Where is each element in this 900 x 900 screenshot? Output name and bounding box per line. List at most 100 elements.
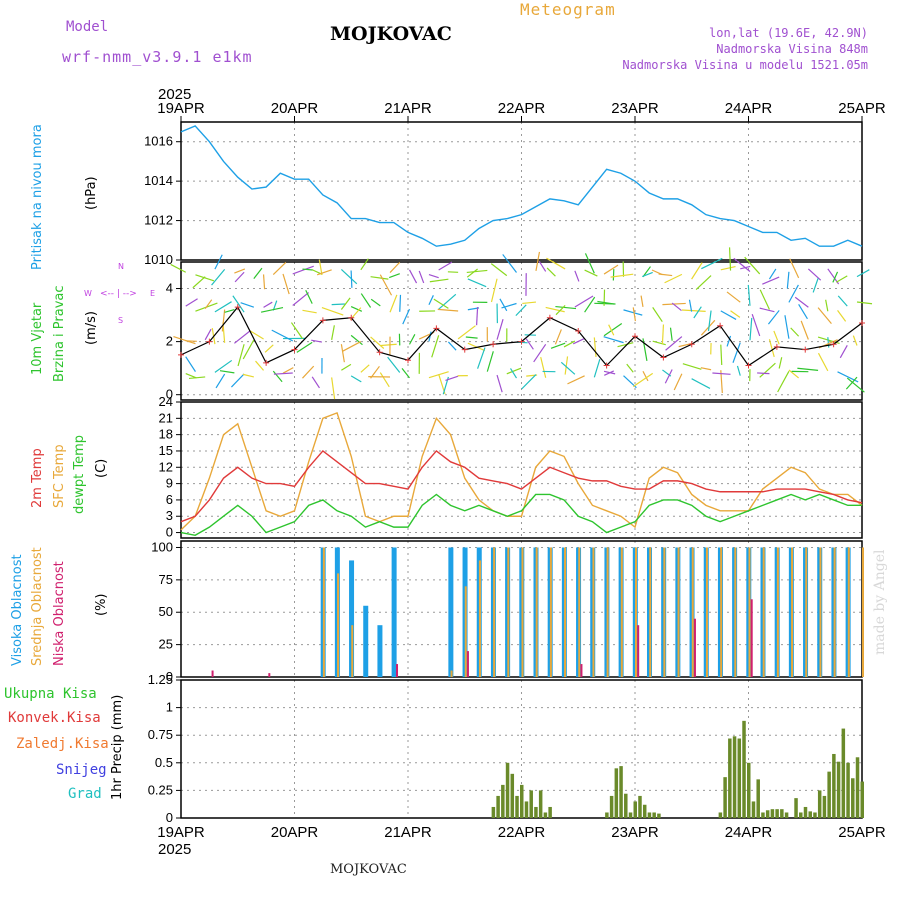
wind-gust-marker: [632, 333, 638, 340]
wind-arrow: [574, 270, 580, 282]
lonlat-label: lon,lat (19.6E, 42.9N): [709, 26, 868, 40]
compass-cross-icon: <-- | -->: [100, 289, 137, 299]
bottom-day-label: 19APR: [157, 824, 205, 841]
total-rain-bar: [538, 790, 543, 818]
wind-arrow: [264, 344, 274, 353]
wind-arrow: [185, 298, 198, 307]
compass-north: N: [118, 262, 124, 271]
wind-arrow: [555, 305, 577, 310]
top-day-label: 19APR: [157, 100, 205, 117]
mid-cloud-bar: [464, 586, 467, 677]
mid-cloud-bar: [549, 547, 552, 677]
wind-arrow: [797, 367, 819, 371]
wind-arrow: [234, 271, 245, 283]
wind-arrow: [555, 305, 566, 316]
wind-arrow: [240, 302, 255, 308]
total-rain-bar: [520, 784, 524, 818]
wind-arrow: [219, 370, 235, 374]
wind-arrow: [185, 373, 197, 379]
wind-arrow: [231, 373, 245, 388]
wind-gust-marker: [263, 359, 270, 366]
wind-arrow: [370, 276, 389, 280]
wind-arrow: [767, 310, 780, 325]
wind-arrow: [759, 362, 776, 378]
panel-frame-wind: [180, 261, 863, 401]
total-rain-bar: [756, 779, 760, 818]
wind-gust-marker: [859, 320, 865, 327]
wind-arrow: [457, 325, 476, 340]
wind-arrow: [632, 372, 654, 388]
wind-gust-marker: [717, 322, 724, 329]
total-rain-bar: [515, 795, 519, 818]
total-rain-bar: [529, 790, 533, 818]
mid-cloud-bar: [493, 547, 496, 677]
total-rain-bar: [761, 812, 765, 818]
wind-arrow: [437, 308, 459, 312]
y-tick-label: 0: [166, 810, 173, 825]
wind-arrow: [214, 254, 223, 270]
wind-arrow: [701, 257, 723, 270]
wind-arrow: [486, 351, 494, 372]
bottom-day-label: 25APR: [838, 824, 886, 841]
mid-cloud-bar: [507, 547, 510, 677]
wind-arrow: [726, 291, 741, 303]
high-cloud-bar: [377, 625, 383, 677]
wind-arrow: [726, 335, 732, 347]
total-rain-bar: [737, 738, 742, 818]
mid-cloud-bar: [677, 547, 680, 677]
y-tick-label: 24: [159, 394, 173, 409]
wind-arrow: [273, 372, 293, 375]
total-rain-bar: [510, 773, 515, 818]
wind-arrow: [832, 271, 839, 283]
wind-arrow: [521, 374, 537, 390]
wind-arrow: [380, 343, 397, 347]
total-rain-bar: [808, 811, 812, 818]
wind-arrow: [560, 361, 576, 375]
wind-arrow: [852, 335, 858, 346]
bottom-day-label: 20APR: [271, 824, 319, 841]
wind-arrow: [669, 327, 673, 341]
wind-arrow: [845, 376, 858, 390]
total-rain-bar: [624, 793, 628, 818]
wind-arrow: [331, 377, 336, 400]
wind-arrow: [730, 310, 741, 318]
wind-arrow: [389, 261, 401, 273]
wind-arrow: [360, 293, 372, 308]
wind-arrow: [784, 315, 790, 339]
wind-arrow: [603, 323, 623, 337]
wind-arrow: [759, 289, 770, 310]
wind-arrow: [691, 262, 703, 280]
wind-arrow: [290, 322, 303, 339]
low-cloud-bar: [466, 651, 469, 677]
wind-arrow: [316, 269, 332, 276]
wind-arrow: [340, 269, 358, 285]
y-tick-label: 9: [166, 476, 173, 491]
wind-arrow: [204, 328, 212, 341]
wind-arrow: [786, 271, 790, 289]
wind-arrow: [759, 307, 775, 313]
top-day-label: 20APR: [271, 100, 319, 117]
wind-arrow: [538, 261, 547, 272]
total-rain-bar: [855, 757, 860, 818]
wind-gust-marker: [575, 328, 582, 334]
total-rain-bar: [633, 801, 637, 818]
mid-cloud-bar: [606, 547, 609, 677]
wind-arrow: [788, 369, 800, 379]
top-day-label: 21APR: [384, 100, 432, 117]
wind-arrow: [466, 269, 488, 274]
wind-arrow: [707, 310, 712, 332]
y-tick-label: 50: [159, 604, 173, 619]
wind-arrow: [682, 363, 702, 370]
compass-south: S: [118, 316, 124, 325]
wind-arrow: [584, 253, 595, 274]
wind-gust-marker: [206, 338, 213, 345]
mid-cloud-bar: [762, 547, 765, 677]
total-rain-bar: [832, 753, 836, 818]
total-rain-bar: [860, 781, 864, 818]
total-rain-bar: [747, 762, 751, 818]
wind-arrow: [757, 372, 770, 375]
wind-arrow: [185, 356, 196, 372]
y-tick-label: 12: [159, 459, 173, 474]
high-cloud-bar: [448, 547, 454, 677]
wind-arrow: [506, 367, 522, 375]
